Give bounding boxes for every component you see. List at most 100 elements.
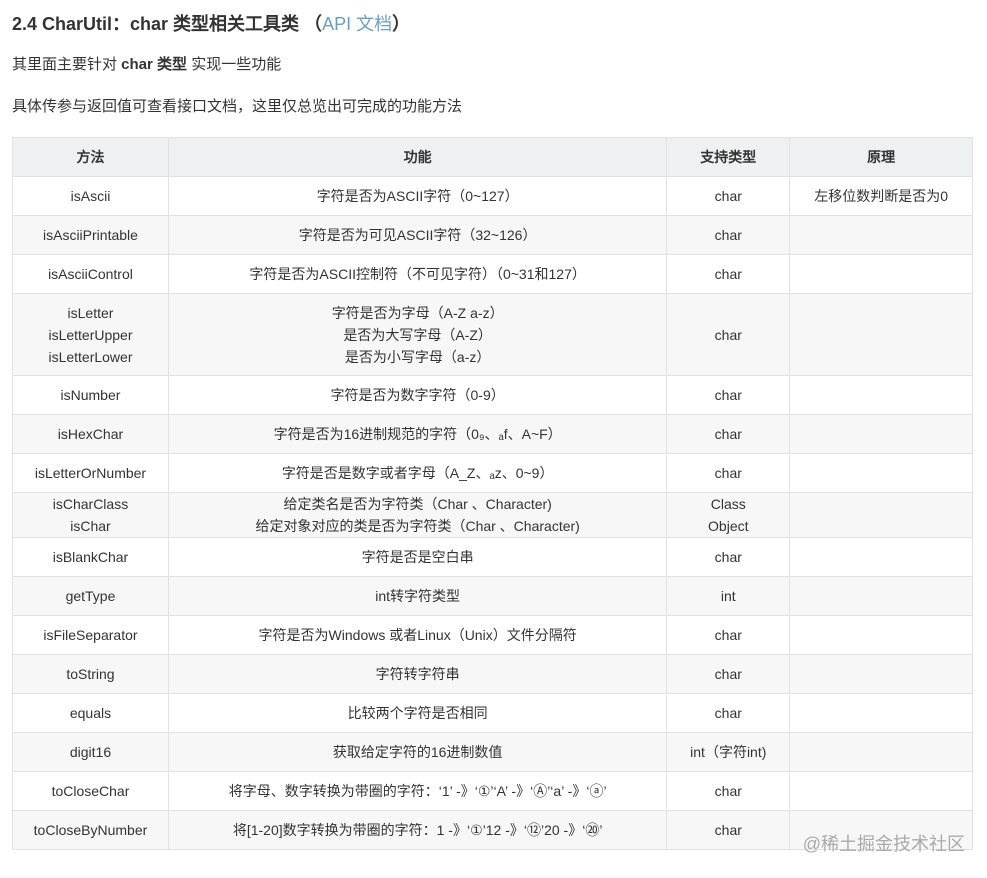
function-cell-line: 给定类名是否为字符类（Char 、Character)	[283, 496, 552, 512]
method-cell: equals	[12, 693, 169, 733]
principle-cell	[789, 576, 973, 616]
principle-cell	[789, 414, 973, 454]
function-cell-line: 字符是否为数字字符（0-9）	[330, 387, 505, 403]
function-cell-line: 字符是否为可见ASCII字符（32~126）	[298, 227, 537, 243]
function-cell-line: 将字母、数字转换为带圈的字符：‘1’ -》‘①’‘A’ -》‘Ⓐ’‘a’ -》‘…	[228, 783, 607, 799]
type-cell: char	[666, 453, 791, 493]
type-cell-line: char	[714, 627, 742, 643]
method-cell-line: toString	[66, 666, 115, 682]
type-cell: char	[666, 615, 791, 655]
method-cell: isCharClass isChar	[12, 492, 169, 538]
method-cell: isLetter isLetterUpper isLetterLower	[12, 293, 169, 376]
type-cell-line: char	[714, 666, 742, 682]
method-cell: isNumber	[12, 375, 169, 415]
table-row: toCloseByNumber 将[1-20]数字转换为带圈的字符：1 -》‘①’…	[12, 810, 973, 850]
method-cell-line: getType	[65, 588, 116, 604]
method-cell: isAsciiControl	[12, 254, 169, 294]
type-cell-line: char	[714, 387, 742, 403]
method-table: 方法 功能 支持类型 原理 isAscii 字符是否为ASCII字符（0~127） cha…	[12, 137, 973, 850]
method-cell: toCloseByNumber	[12, 810, 169, 850]
type-cell-line: char	[714, 227, 742, 243]
table-row: isLetterOrNumber 字符是否是数字或者字母（A_Z、ₐz、0~9） c…	[12, 453, 973, 493]
method-cell: isAscii	[12, 176, 169, 216]
method-cell: digit16	[12, 732, 169, 772]
method-cell-line: isAscii	[70, 188, 111, 204]
function-cell-line: 字符是否为ASCII控制符（不可见字符）（0~31和127）	[249, 266, 586, 282]
type-cell: char	[666, 254, 791, 294]
table-row: toString 字符转字符串 char	[12, 654, 973, 694]
table-row: isBlankChar 字符是否是空白串 char	[12, 537, 973, 577]
function-cell-line: 字符是否是空白串	[361, 549, 474, 565]
header-function: 功能	[167, 137, 668, 177]
type-cell: char	[666, 654, 791, 694]
function-cell-line: 是否为小写字母（a-z）	[344, 348, 491, 365]
type-cell-line: char	[714, 326, 742, 343]
function-cell: 字符是否是数字或者字母（A_Z、ₐz、0~9）	[167, 453, 668, 493]
function-cell-line: 将[1-20]数字转换为带圈的字符：1 -》‘①’12 -》‘⑫’20 -》‘⑳…	[232, 822, 603, 838]
method-cell: getType	[12, 576, 169, 616]
type-cell: int（字符int)	[666, 732, 791, 772]
principle-cell	[789, 215, 973, 255]
principle-cell	[789, 732, 973, 772]
type-cell: char	[666, 293, 791, 376]
type-cell-line: char	[714, 426, 742, 442]
principle-cell	[789, 537, 973, 577]
function-cell: 字符是否是空白串	[167, 537, 668, 577]
type-cell: char	[666, 693, 791, 733]
method-cell: isFileSeparator	[12, 615, 169, 655]
function-cell-line: 是否为大写字母（A-Z）	[343, 326, 492, 343]
principle-cell	[789, 771, 973, 811]
principle-cell	[789, 254, 973, 294]
type-cell: char	[666, 375, 791, 415]
type-cell: Class Object	[666, 492, 791, 538]
principle-cell: 左移位数判断是否为0	[789, 176, 973, 216]
function-cell: 字符是否为16进制规范的字符（0₉、ₐf、A~F）	[167, 414, 668, 454]
type-cell-line: char	[714, 465, 742, 481]
function-cell-line: 字符是否为16进制规范的字符（0₉、ₐf、A~F）	[273, 426, 562, 442]
type-cell-line: Object	[708, 518, 749, 534]
method-cell-line: isChar	[70, 518, 111, 534]
method-cell: isLetterOrNumber	[12, 453, 169, 493]
method-cell-line: isLetterUpper	[48, 326, 133, 343]
function-cell: 给定类名是否为字符类（Char 、Character) 给定对象对应的类是否为字符…	[167, 492, 668, 538]
type-cell: char	[666, 810, 791, 850]
type-cell: char	[666, 537, 791, 577]
function-cell: 字符是否为Windows 或者Linux（Unix）文件分隔符	[167, 615, 668, 655]
function-cell: 字符是否为字母（A-Z a-z） 是否为大写字母（A-Z） 是否为小写字母（a-z）	[167, 293, 668, 376]
method-cell: toString	[12, 654, 169, 694]
method-cell-line: isLetterLower	[48, 348, 133, 365]
method-cell: isBlankChar	[12, 537, 169, 577]
type-cell-line: char	[714, 705, 742, 721]
method-cell: toCloseChar	[12, 771, 169, 811]
function-cell: int转字符类型	[167, 576, 668, 616]
function-cell: 字符是否为可见ASCII字符（32~126）	[167, 215, 668, 255]
principle-cell	[789, 293, 973, 376]
function-cell: 字符转字符串	[167, 654, 668, 694]
table-row: isAsciiControl 字符是否为ASCII控制符（不可见字符）（0~31和…	[12, 254, 973, 294]
intro-text: 其里面主要针对 char 类型 实现一些功能	[12, 56, 282, 73]
type-cell: int	[666, 576, 791, 616]
type-cell-line: char	[714, 188, 742, 204]
api-doc-link[interactable]: API 文档	[322, 14, 393, 34]
type-cell: char	[666, 215, 791, 255]
type-cell-line: int	[720, 588, 736, 604]
principle-cell	[789, 492, 973, 538]
function-cell: 字符是否为ASCII控制符（不可见字符）（0~31和127）	[167, 254, 668, 294]
function-cell-line: 字符是否为ASCII字符（0~127）	[316, 188, 519, 204]
type-cell-line: char	[714, 783, 742, 799]
function-cell-line: 字符是否是数字或者字母（A_Z、ₐz、0~9）	[281, 465, 554, 481]
function-cell: 将[1-20]数字转换为带圈的字符：1 -》‘①’12 -》‘⑫’20 -》‘⑳…	[167, 810, 668, 850]
table-row: isLetter isLetterUpper isLetterLower 字符是否为字…	[12, 293, 973, 376]
principle-cell	[789, 654, 973, 694]
header-method: 方法	[12, 137, 169, 177]
method-cell-line: isAsciiPrintable	[43, 227, 138, 243]
type-cell-line: char	[714, 266, 742, 282]
method-cell-line: isNumber	[60, 387, 121, 403]
header-type: 支持类型	[666, 137, 791, 177]
method-cell-line: toCloseChar	[51, 783, 130, 799]
principle-cell	[789, 615, 973, 655]
table-row: isHexChar 字符是否为16进制规范的字符（0₉、ₐf、A~F） char	[12, 414, 973, 454]
method-cell-line: isFileSeparator	[43, 627, 138, 643]
function-cell: 将字母、数字转换为带圈的字符：‘1’ -》‘①’‘A’ -》‘Ⓐ’‘a’ -》‘…	[167, 771, 668, 811]
function-cell-line: 比较两个字符是否相同	[347, 705, 488, 721]
